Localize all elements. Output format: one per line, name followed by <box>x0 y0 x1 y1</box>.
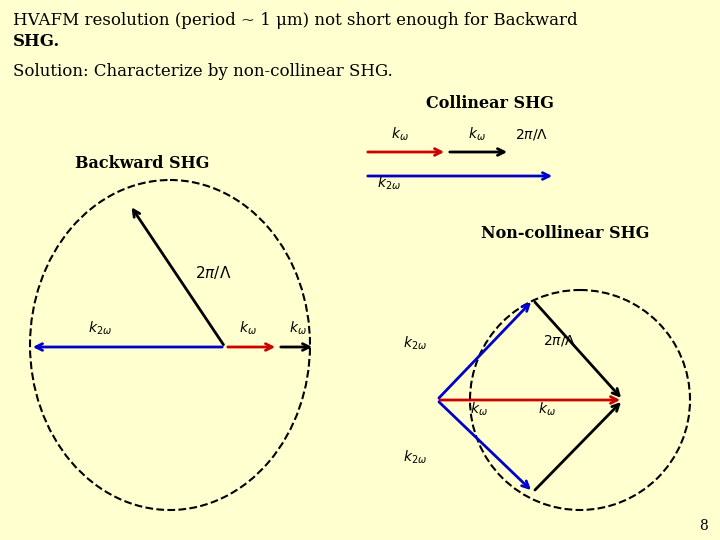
Text: $k_{\omega}$: $k_{\omega}$ <box>538 401 556 418</box>
Text: Solution: Characterize by non-collinear SHG.: Solution: Characterize by non-collinear … <box>13 63 392 80</box>
Text: $2\pi/\Lambda$: $2\pi/\Lambda$ <box>515 126 548 141</box>
Text: $k_{\omega}$: $k_{\omega}$ <box>289 320 307 338</box>
Text: $2\pi/\Lambda$: $2\pi/\Lambda$ <box>195 264 231 281</box>
Text: $k_{2\omega}$: $k_{2\omega}$ <box>377 175 401 192</box>
Text: $k_{2\omega}$: $k_{2\omega}$ <box>403 449 427 467</box>
Text: SHG.: SHG. <box>13 33 60 50</box>
Text: $k_{2\omega}$: $k_{2\omega}$ <box>88 320 112 338</box>
Text: $2\pi/\Lambda$: $2\pi/\Lambda$ <box>543 334 576 348</box>
Text: 8: 8 <box>699 519 708 533</box>
Text: Non-collinear SHG: Non-collinear SHG <box>481 225 649 242</box>
Text: Backward SHG: Backward SHG <box>75 155 210 172</box>
Text: $k_{\omega}$: $k_{\omega}$ <box>468 126 486 144</box>
Text: $k_{\omega}$: $k_{\omega}$ <box>391 126 409 144</box>
Text: HVAFM resolution (period ~ 1 μm) not short enough for Backward: HVAFM resolution (period ~ 1 μm) not sho… <box>13 12 577 29</box>
Text: Collinear SHG: Collinear SHG <box>426 95 554 112</box>
Text: $k_{\omega}$: $k_{\omega}$ <box>239 320 257 338</box>
Text: $k_{2\omega}$: $k_{2\omega}$ <box>403 335 427 353</box>
Text: $k_{\omega}$: $k_{\omega}$ <box>470 401 488 418</box>
